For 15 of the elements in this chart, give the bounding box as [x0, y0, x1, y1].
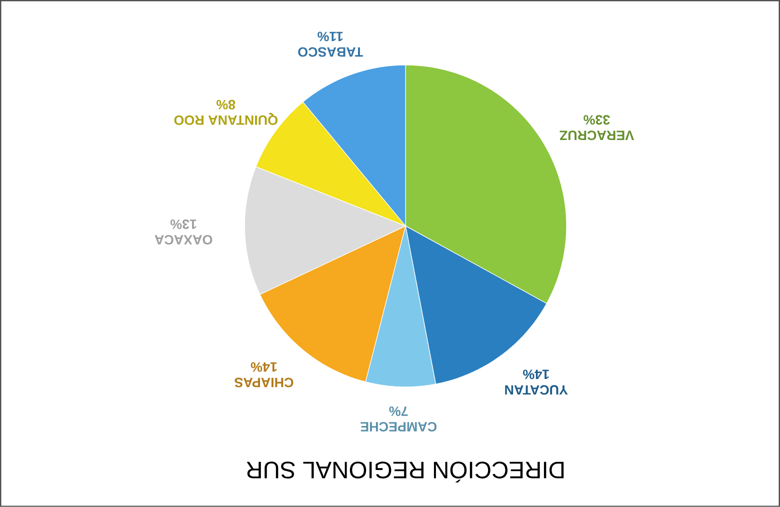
- data-label: 13%: [170, 220, 196, 230]
- slice-label: CHIAPAS: [234, 378, 294, 388]
- data-label: 14%: [523, 370, 549, 380]
- data-label: 14%: [250, 362, 277, 372]
- slice-label: TABASCO: [298, 47, 363, 57]
- data-label: 33%: [584, 115, 610, 125]
- slice-label: VERACRUZ: [560, 130, 634, 140]
- data-label: 8%: [216, 100, 236, 110]
- data-label: 11%: [318, 32, 343, 42]
- data-label: 7%: [389, 406, 408, 416]
- slice-label: YUCATAN: [505, 385, 568, 395]
- text: DIRECCIÓN REGIONAL SUR: [246, 462, 564, 483]
- slice-label: OAXACA: [154, 235, 212, 245]
- slice-label: QUINTANA ROO: [174, 112, 278, 125]
- slice-label: CAMPECHE: [360, 422, 437, 432]
